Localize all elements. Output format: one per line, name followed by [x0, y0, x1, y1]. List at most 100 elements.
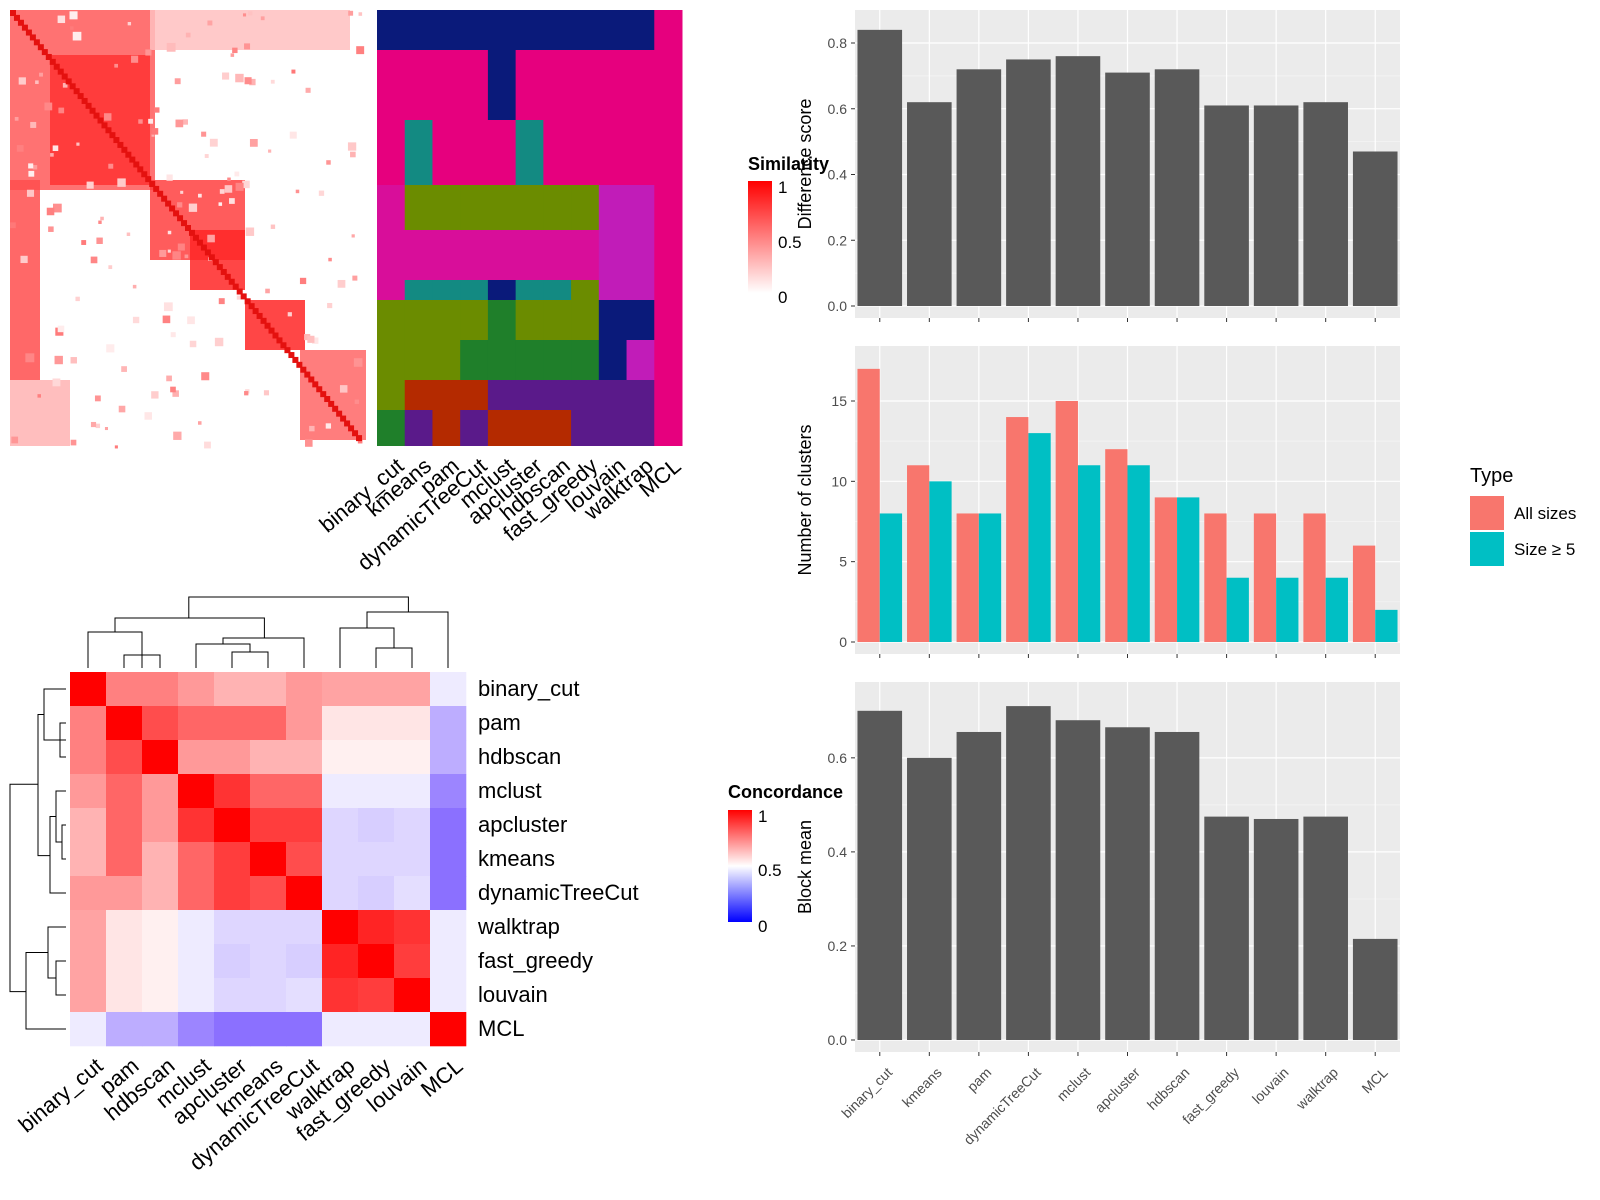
concordance-cell-fast-greedy-mclust	[178, 944, 215, 979]
bar-all-sizes-apcluster	[1105, 449, 1128, 642]
similarity-cell	[114, 63, 119, 68]
concordance-cell-louvain-dynamictreecut	[286, 978, 323, 1013]
annotation-cell-fast-greedy	[571, 300, 600, 340]
annotation-cell-dynamictreecut	[460, 120, 489, 185]
annotation-cell-walktrap	[626, 280, 655, 300]
concordance-legend-tick-mid: 0.5	[758, 861, 782, 880]
concordance-cell-hdbscan-dynamictreecut	[286, 740, 323, 775]
bar-kmeans	[907, 757, 952, 1040]
similarity-cell	[244, 77, 252, 85]
annotation-cell-binary-cut	[377, 300, 406, 340]
bar-all-sizes-mcl	[1352, 545, 1376, 642]
bar-kmeans	[907, 102, 952, 307]
similarity-cell	[100, 216, 104, 221]
concordance-cell-louvain-louvain	[394, 978, 431, 1013]
annotation-cell-hdbscan	[543, 340, 572, 380]
concordance-row-label-apcluster: apcluster	[478, 812, 567, 837]
similarity-cell	[52, 145, 59, 152]
similarity-diagonal-cell	[129, 156, 136, 163]
concordance-cell-walktrap-pam	[106, 910, 143, 945]
similarity-diagonal-cell	[17, 19, 24, 26]
similarity-block	[150, 10, 350, 50]
concordance-cell-mclust-pam	[106, 774, 143, 809]
concordance-cell-apcluster-pam	[106, 808, 143, 843]
concordance-cell-pam-dynamictreecut	[286, 706, 323, 741]
annotation-cell-pam	[432, 10, 461, 50]
similarity-diagonal-cell	[248, 303, 255, 310]
bar-size-5-fast-greedy	[1226, 577, 1249, 642]
annotation-cell-apcluster	[515, 280, 544, 300]
annotation-cell-binary-cut	[377, 50, 406, 120]
similarity-diagonal-cell	[33, 39, 40, 46]
annotation-cell-dynamictreecut	[460, 280, 489, 300]
row-dendrogram-branch	[9, 783, 38, 993]
similarity-diagonal-cell	[45, 53, 52, 60]
similarity-cell	[52, 203, 62, 213]
annotation-cell-dynamictreecut	[460, 185, 489, 230]
bar-size-5-hdbscan	[1177, 497, 1200, 642]
concordance-cell-apcluster-louvain	[394, 808, 431, 843]
similarity-diagonal-cell	[280, 342, 287, 349]
annotation-cell-walktrap	[626, 300, 655, 340]
similarity-diagonal-cell	[49, 58, 56, 65]
x-tick-label-hdbscan: hdbscan	[1144, 1064, 1193, 1113]
concordance-cell-kmeans-mcl	[430, 842, 467, 877]
similarity-cell	[353, 358, 363, 367]
similarity-cell	[52, 378, 61, 387]
similarity-cell	[138, 119, 143, 124]
concordance-cell-kmeans-hdbscan	[142, 842, 179, 877]
y-tick-label: 15	[831, 393, 847, 409]
concordance-row-label-kmeans: kmeans	[478, 846, 555, 871]
annotation-cell-mclust	[487, 340, 517, 380]
annotation-cell-apcluster	[515, 185, 544, 230]
similarity-cell	[318, 190, 325, 196]
concordance-cell-pam-louvain	[394, 706, 431, 741]
similarity-diagonal-cell	[149, 181, 156, 188]
concordance-cell-dynamictreecut-dynamictreecut	[286, 876, 323, 911]
annotation-cell-hdbscan	[543, 10, 572, 50]
annotation-cell-kmeans	[404, 185, 433, 230]
concordance-cell-apcluster-kmeans	[250, 808, 287, 843]
annotation-cell-apcluster	[515, 50, 544, 120]
concordance-cell-kmeans-kmeans	[250, 842, 287, 877]
x-tick-label-mclust: mclust	[1054, 1064, 1094, 1104]
similarity-diagonal-cell	[109, 132, 116, 139]
similarity-cell	[224, 185, 233, 193]
similarity-cell	[28, 163, 34, 169]
concordance-cell-dynamictreecut-fast-greedy	[358, 876, 395, 911]
concordance-row-label-walktrap: walktrap	[477, 914, 560, 939]
similarity-cell	[244, 43, 251, 50]
similarity-diagonal-cell	[181, 220, 188, 227]
concordance-cell-hdbscan-kmeans	[250, 740, 287, 775]
column-dendrogram-branch	[375, 647, 413, 668]
similarity-cell	[11, 436, 19, 444]
similarity-cell	[46, 207, 55, 216]
similarity-cell	[104, 427, 108, 431]
similarity-cell	[270, 79, 275, 84]
similarity-diagonal-cell	[53, 63, 60, 70]
bar-size-5-dynamictreecut	[1028, 433, 1051, 642]
concordance-row-label-louvain: louvain	[478, 982, 548, 1007]
annotation-cell-mclust	[487, 10, 517, 50]
concordance-cell-binary-cut-apcluster	[214, 672, 251, 707]
similarity-diagonal-cell	[97, 117, 104, 124]
similarity-cell	[104, 113, 112, 121]
concordance-cell-dynamictreecut-hdbscan	[142, 876, 179, 911]
column-dendrogram-branch	[87, 631, 143, 668]
concordance-cell-mcl-binary-cut	[70, 1012, 107, 1047]
concordance-cell-mcl-louvain	[394, 1012, 431, 1047]
y-tick-label: 0.2	[828, 938, 848, 954]
concordance-cell-pam-mclust	[178, 706, 215, 741]
bar-all-sizes-pam	[956, 513, 979, 642]
similarity-cell	[268, 149, 272, 153]
similarity-cell	[177, 202, 183, 208]
concordance-cell-walktrap-mclust	[178, 910, 215, 945]
row-dendrogram-branch	[43, 688, 66, 741]
similarity-cell	[339, 385, 348, 393]
concordance-cell-fast-greedy-fast-greedy	[358, 944, 395, 979]
annotation-cell-louvain	[598, 185, 628, 230]
concordance-cell-pam-hdbscan	[142, 706, 179, 741]
similarity-diagonal-cell	[65, 78, 72, 85]
annotation-cell-pam	[432, 185, 461, 230]
similarity-cell	[184, 254, 189, 259]
